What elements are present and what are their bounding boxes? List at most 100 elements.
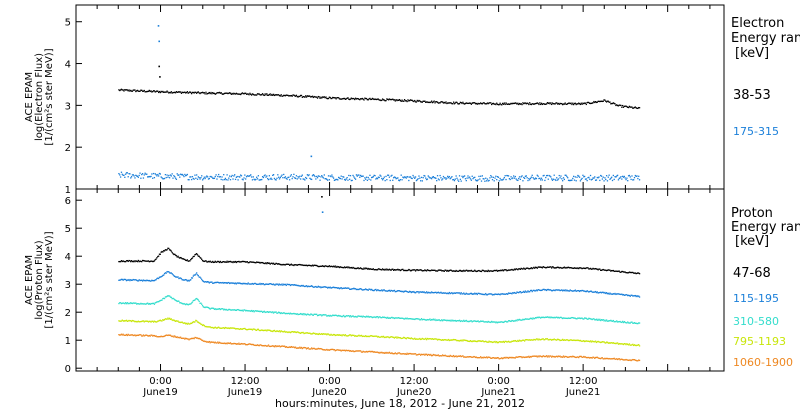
proton-data-point [352, 266, 354, 269]
electron-data-point [381, 98, 384, 100]
electron-data-point [348, 98, 350, 100]
electron-data-point [319, 97, 321, 100]
electron-data-point [262, 176, 265, 179]
proton-data-point [471, 293, 473, 295]
proton-data-point [275, 283, 277, 285]
proton-data-point [463, 270, 466, 272]
proton-data-point [413, 269, 415, 271]
proton-data-point [250, 283, 252, 285]
electron-data-point [466, 102, 468, 104]
proton-data-point [627, 321, 629, 323]
proton-data-point [312, 332, 314, 334]
proton-data-point [326, 334, 328, 336]
electron-data-point [165, 176, 167, 179]
proton-data-point [414, 353, 416, 355]
proton-data-point [405, 338, 407, 340]
proton-data-point [253, 328, 255, 330]
electron-data-point [532, 103, 534, 105]
electron-data-point [209, 175, 211, 178]
proton-data-point [163, 297, 165, 300]
proton-data-point [338, 334, 340, 336]
proton-data-point [332, 333, 335, 336]
proton-data-point [292, 313, 294, 315]
electron-data-point [507, 103, 509, 106]
proton-data-point [218, 342, 220, 344]
proton-data-point [397, 352, 399, 354]
proton-data-point [213, 308, 216, 310]
electron-data-point [294, 95, 297, 97]
proton-data-point [212, 341, 214, 343]
electron-data-point [344, 179, 347, 181]
proton-data-point [207, 281, 210, 283]
proton-data-point [190, 277, 193, 279]
electron-data-point [176, 91, 178, 93]
proton-data-point [356, 316, 358, 318]
electron-data-point [367, 176, 369, 179]
electron-data-point [616, 104, 619, 107]
proton-data-point [441, 270, 443, 272]
electron-data-point [380, 175, 382, 177]
proton-data-point [220, 282, 222, 284]
electron-data-point [409, 176, 412, 178]
proton-data-point [378, 352, 380, 354]
electron-data-point [460, 101, 462, 104]
proton-data-point [176, 300, 178, 303]
proton-data-point [168, 247, 170, 250]
proton-data-point [371, 316, 374, 319]
proton-data-point [278, 345, 280, 347]
electron-data-point [611, 179, 614, 182]
proton-data-point [279, 331, 281, 333]
electron-data-point [244, 174, 246, 176]
electron-data-point [513, 177, 516, 179]
proton-data-point [536, 356, 538, 358]
electron-data-point [130, 89, 132, 92]
electron-data-point [465, 102, 467, 104]
electron-data-point [589, 178, 591, 180]
proton-data-point [363, 351, 365, 353]
electron-data-point [456, 101, 458, 104]
x-tick-time-label: 0:00 [149, 376, 171, 387]
electron-data-point [283, 94, 286, 97]
proton-data-point [592, 341, 594, 343]
proton-data-point [541, 267, 544, 269]
electron-data-point [527, 179, 529, 182]
electron-data-point [627, 175, 630, 177]
proton-data-point [183, 322, 185, 324]
proton-data-point [433, 338, 435, 340]
proton-data-point [189, 279, 191, 281]
electron-data-point [179, 176, 181, 178]
electron-data-point [274, 178, 276, 181]
electron-data-point [563, 178, 565, 181]
proton-data-point [217, 341, 219, 343]
proton-data-point [353, 267, 355, 269]
proton-data-point [467, 320, 469, 322]
electron-legend: Electron Energy range [keV] 38-53 175-31… [731, 16, 800, 138]
electron-data-point [625, 178, 627, 181]
proton-data-point [577, 317, 579, 319]
electron-data-point [144, 91, 146, 93]
proton-data-point [207, 261, 209, 263]
proton-data-point [251, 261, 254, 263]
electron-data-point [312, 174, 314, 176]
electron-data-point [579, 180, 582, 182]
proton-data-point [149, 335, 151, 337]
proton-data-point [371, 289, 374, 291]
electron-data-point [533, 103, 535, 105]
proton-data-point [638, 345, 641, 347]
electron-data-point [414, 177, 416, 179]
electron-data-point [407, 176, 409, 178]
proton-data-point [562, 356, 564, 358]
proton-data-point [627, 294, 630, 296]
proton-data-point [257, 261, 260, 264]
proton-data-point [571, 356, 573, 358]
electron-data-point [136, 89, 139, 92]
proton-data-point [635, 322, 637, 324]
electron-data-point [570, 102, 572, 104]
proton-data-point [125, 302, 127, 304]
proton-data-point [222, 342, 224, 344]
electron-data-point [119, 89, 122, 91]
electron-data-point [551, 102, 554, 104]
proton-data-point [624, 359, 626, 361]
proton-data-point [345, 315, 347, 317]
proton-data-point [575, 267, 577, 269]
